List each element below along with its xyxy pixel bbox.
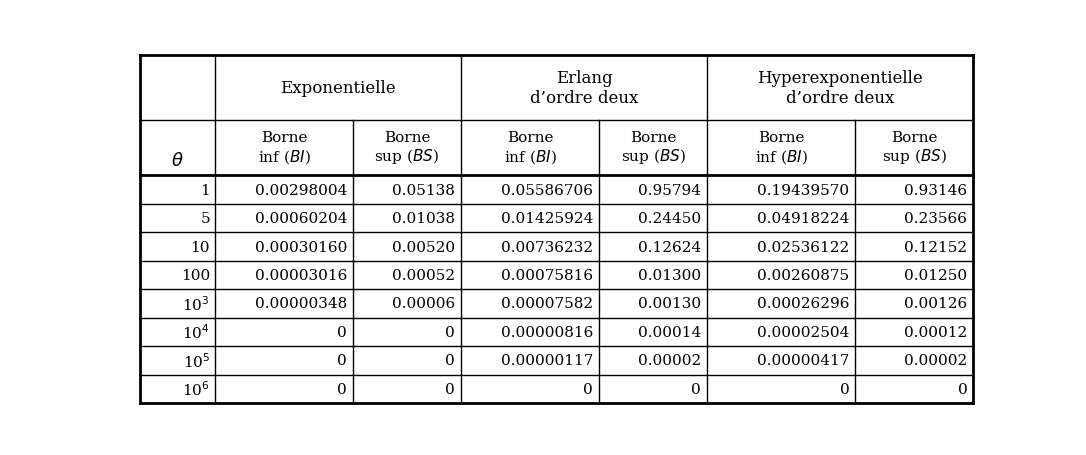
Text: 0.00002504: 0.00002504 [757, 325, 849, 339]
Text: 0: 0 [445, 325, 455, 339]
Text: 0.00002: 0.00002 [904, 354, 968, 368]
Text: Hyperexponentielle
d’ordre deux: Hyperexponentielle d’ordre deux [757, 70, 923, 106]
Text: 0: 0 [338, 382, 348, 396]
Text: 0.12152: 0.12152 [905, 240, 968, 254]
Text: 0.00130: 0.00130 [639, 297, 702, 311]
Text: 0.24450: 0.24450 [639, 212, 702, 226]
Text: 5: 5 [200, 212, 210, 226]
Text: 0.00014: 0.00014 [637, 325, 702, 339]
Text: 0.95794: 0.95794 [639, 183, 702, 197]
Text: 0.00000816: 0.00000816 [501, 325, 593, 339]
Text: 0.00012: 0.00012 [904, 325, 968, 339]
Text: 0.00298004: 0.00298004 [255, 183, 348, 197]
Text: 0.00736232: 0.00736232 [501, 240, 593, 254]
Text: 0.00006: 0.00006 [392, 297, 455, 311]
Text: 10$^{6}$: 10$^{6}$ [182, 379, 210, 398]
Text: 0: 0 [692, 382, 702, 396]
Text: Erlang
d’ordre deux: Erlang d’ordre deux [530, 70, 639, 106]
Text: 10: 10 [190, 240, 210, 254]
Text: Borne
inf ($BI$): Borne inf ($BI$) [755, 131, 808, 166]
Text: 0: 0 [338, 325, 348, 339]
Text: 0: 0 [445, 382, 455, 396]
Text: 0.00060204: 0.00060204 [254, 212, 348, 226]
Text: 0.05138: 0.05138 [392, 183, 455, 197]
Text: Borne
sup ($BS$): Borne sup ($BS$) [375, 131, 440, 166]
Text: 0.19439570: 0.19439570 [757, 183, 849, 197]
Text: 0.02536122: 0.02536122 [757, 240, 849, 254]
Text: 0: 0 [583, 382, 593, 396]
Text: 0.00003016: 0.00003016 [255, 268, 348, 283]
Text: 0: 0 [338, 354, 348, 368]
Text: 0.23566: 0.23566 [905, 212, 968, 226]
Text: 10$^{4}$: 10$^{4}$ [182, 323, 210, 342]
Text: 0: 0 [445, 354, 455, 368]
Text: 0.00000117: 0.00000117 [501, 354, 593, 368]
Text: 0.00000348: 0.00000348 [255, 297, 348, 311]
Text: 0: 0 [958, 382, 968, 396]
Text: Borne
sup ($BS$): Borne sup ($BS$) [620, 131, 685, 166]
Text: Borne
inf ($BI$): Borne inf ($BI$) [504, 131, 556, 166]
Text: 10$^{3}$: 10$^{3}$ [182, 294, 210, 313]
Text: 0.00026296: 0.00026296 [757, 297, 849, 311]
Text: 0.12624: 0.12624 [637, 240, 702, 254]
Text: 100: 100 [180, 268, 210, 283]
Text: 0.00126: 0.00126 [904, 297, 968, 311]
Text: 0.04918224: 0.04918224 [757, 212, 849, 226]
Text: Exponentielle: Exponentielle [280, 80, 395, 97]
Text: 0.00000417: 0.00000417 [757, 354, 849, 368]
Text: Borne
sup ($BS$): Borne sup ($BS$) [882, 131, 947, 166]
Text: 0.00520: 0.00520 [392, 240, 455, 254]
Text: 0.00260875: 0.00260875 [757, 268, 849, 283]
Text: 0.00007582: 0.00007582 [501, 297, 593, 311]
Text: 0: 0 [839, 382, 849, 396]
Text: 0.00030160: 0.00030160 [255, 240, 348, 254]
Text: 0.05586706: 0.05586706 [502, 183, 593, 197]
Text: 0.01250: 0.01250 [905, 268, 968, 283]
Text: 0.01425924: 0.01425924 [501, 212, 593, 226]
Text: 0.01038: 0.01038 [392, 212, 455, 226]
Text: 0.00052: 0.00052 [392, 268, 455, 283]
Text: Borne
inf ($BI$): Borne inf ($BI$) [257, 131, 311, 166]
Text: 1: 1 [200, 183, 210, 197]
Text: 0.93146: 0.93146 [905, 183, 968, 197]
Text: 0.00002: 0.00002 [637, 354, 702, 368]
Text: $\theta$: $\theta$ [172, 152, 184, 169]
Text: 0.00075816: 0.00075816 [501, 268, 593, 283]
Text: 10$^{5}$: 10$^{5}$ [182, 351, 210, 370]
Text: 0.01300: 0.01300 [639, 268, 702, 283]
